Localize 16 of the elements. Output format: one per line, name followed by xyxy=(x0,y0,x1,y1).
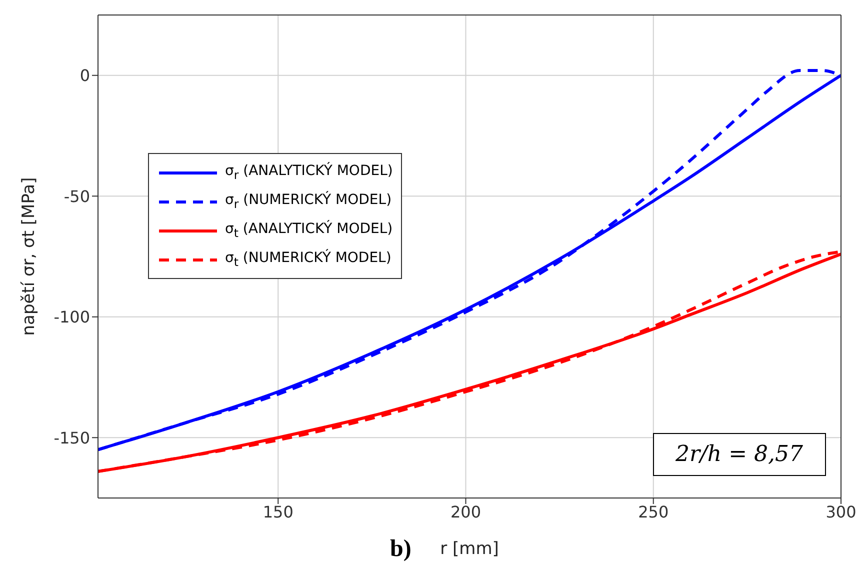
legend-label: σ$_{r}$ (ANALYTICKÝ MODEL) xyxy=(225,163,393,182)
y-tick-label: 0 xyxy=(80,66,90,86)
y-axis-title: napětí σr, σt [MPa] xyxy=(19,177,40,336)
x-tick-label: 150 xyxy=(262,502,294,522)
text: b) xyxy=(390,536,412,563)
legend-label: σ$_{r}$ (NUMERICKÝ MODEL) xyxy=(225,192,392,211)
y-tick-label: -100 xyxy=(54,308,90,327)
legend-label: σ$_{t}$ (ANALYTICKÝ MODEL) xyxy=(225,221,393,240)
annotation: 2r/h = 8,57 xyxy=(652,433,826,476)
x-tick-label: 300 xyxy=(826,502,856,522)
y-tick-label: -150 xyxy=(54,428,90,448)
x-axis-title: r [mm] xyxy=(440,539,499,559)
x-tick-label: 250 xyxy=(638,502,669,522)
y-tick-label: -50 xyxy=(64,186,90,206)
x-tick-label: 200 xyxy=(450,502,482,522)
legend-label: σ$_{t}$ (NUMERICKÝ MODEL) xyxy=(225,250,392,269)
